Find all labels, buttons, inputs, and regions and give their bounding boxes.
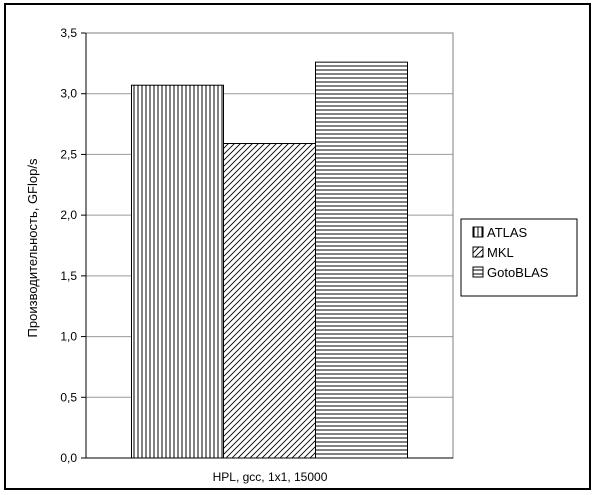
chart-frame [4, 3, 591, 490]
y-tick-label: 3,5 [60, 26, 77, 40]
y-tick-label: 0,5 [60, 390, 77, 404]
legend-swatch-gotoblas [472, 266, 484, 278]
y-tick-label: 2,0 [60, 208, 77, 222]
legend-swatch-mkl [472, 246, 484, 258]
x-category-label: HPL, gcc, 1x1, 15000 [213, 470, 328, 484]
y-tick-label: 1,0 [60, 330, 77, 344]
y-tick-label: 3,0 [60, 87, 77, 101]
legend-label-gotoblas: GotoBLAS [487, 265, 549, 280]
bar-gotoblas [315, 61, 408, 459]
y-tick-label: 1,5 [60, 269, 77, 283]
y-tick-labels: 0,0 0,5 1,0 1,5 2,0 2,5 3,0 3,5 [60, 26, 77, 465]
bar-atlas [131, 84, 224, 459]
legend-swatch-atlas [472, 226, 484, 238]
legend-label-mkl: MKL [487, 245, 514, 260]
legend-label-atlas: ATLAS [487, 225, 528, 240]
bar-mkl [223, 143, 316, 459]
y-tick-label: 0,0 [60, 451, 77, 465]
y-tick-label: 2,5 [60, 147, 77, 161]
bars [131, 61, 408, 459]
legend: ATLAS MKL GotoBLAS [460, 218, 578, 297]
y-axis-title: Производительность, GFlop/s [25, 158, 40, 337]
